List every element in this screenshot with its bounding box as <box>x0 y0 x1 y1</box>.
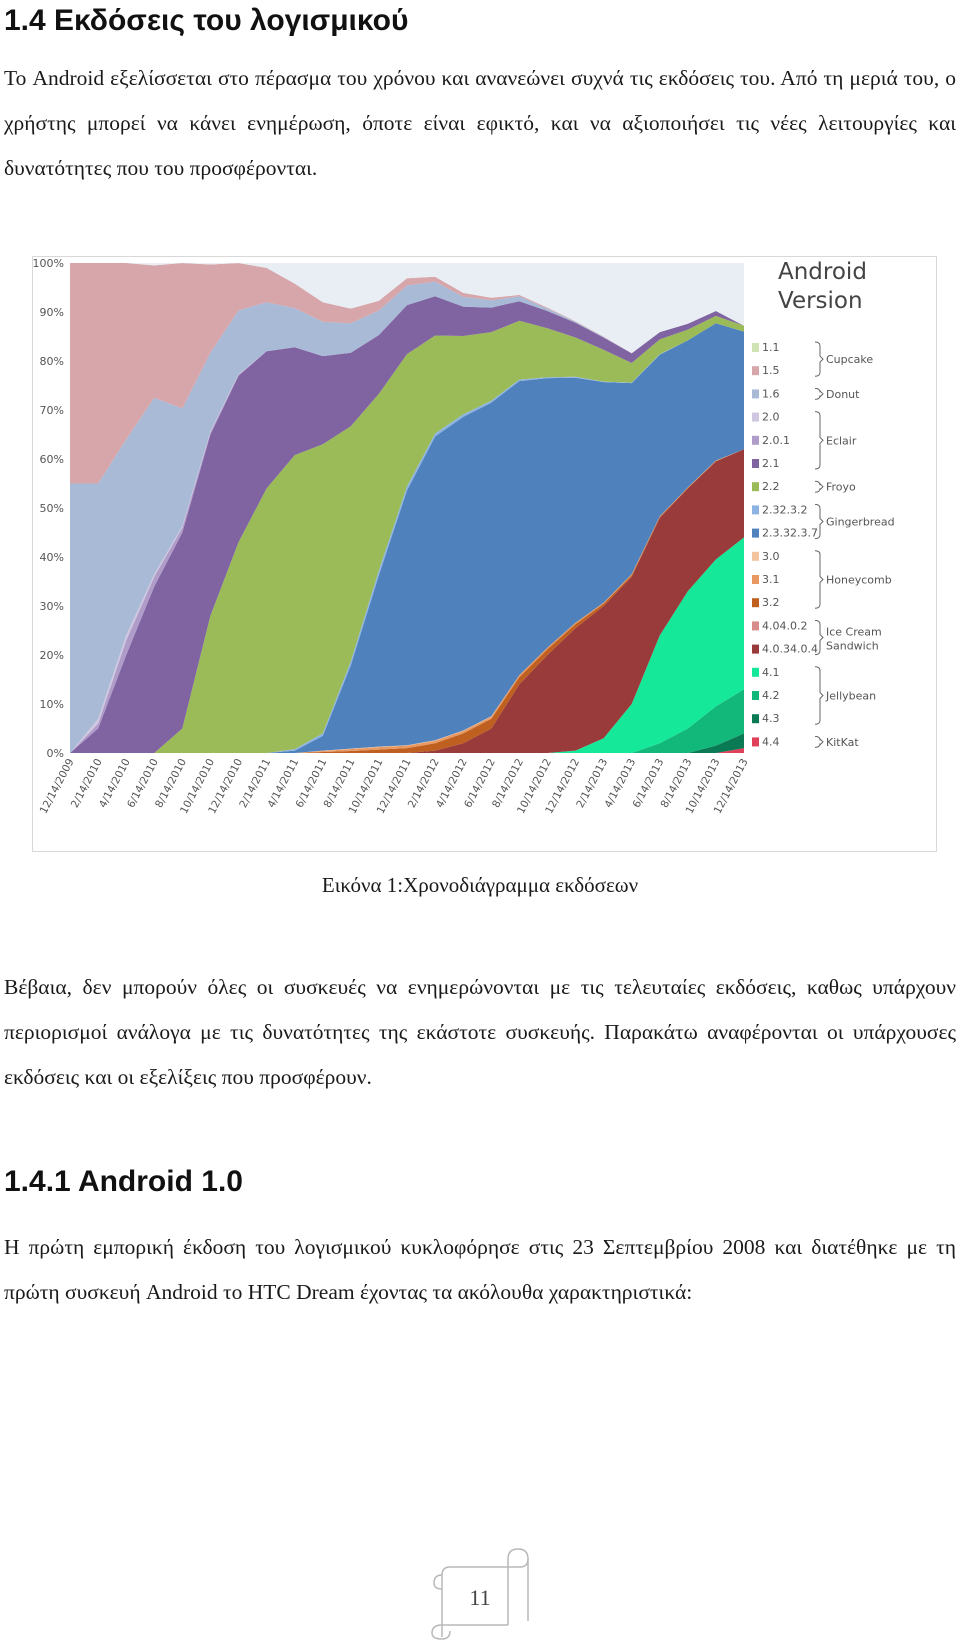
legend-swatch <box>752 714 759 724</box>
legend-swatch <box>752 505 759 515</box>
legend-group-label: Jellybean <box>825 690 876 703</box>
y-tick-label: 60% <box>40 453 64 466</box>
legend-group-brace <box>814 503 824 540</box>
y-tick-label: 10% <box>40 698 64 711</box>
android-version-chart: 0% 10% 20% 30% 40% 50% 60% 70% 80% 90% 100% 12/14/2… <box>32 256 937 852</box>
legend-label: 3.1 <box>762 573 780 586</box>
legend-group-label: Cupcake <box>826 353 873 366</box>
area-series-1-5 <box>70 263 744 484</box>
legend-swatch <box>752 667 759 677</box>
y-tick-label: 70% <box>40 404 64 417</box>
legend-swatch <box>752 621 759 631</box>
legend-swatch <box>752 459 759 468</box>
intro-paragraph: Το Android εξελίσσεται στο πέρασμα του χ… <box>4 66 956 180</box>
legend-label: 1.6 <box>762 387 780 400</box>
y-tick-label: 20% <box>40 649 64 662</box>
legend-group-label: Ice Cream <box>826 626 882 639</box>
legend-swatch <box>752 575 759 584</box>
legend-group-brace <box>814 550 824 609</box>
legend-group-brace <box>814 387 824 400</box>
legend-label: 2.3.32.3.7 <box>762 527 818 540</box>
legend-swatch <box>752 528 759 538</box>
area-series-4-1 <box>70 537 744 753</box>
legend-label: 2.32.3.2 <box>762 503 807 516</box>
legend-group-label: Donut <box>826 388 860 401</box>
legend-group-brace <box>814 666 824 725</box>
legend-label: 3.2 <box>762 596 780 609</box>
area-series-2-3-3-2-3-7 <box>70 323 744 753</box>
page-number-scroll: 11 <box>420 1545 540 1640</box>
y-tick-label: 30% <box>40 600 64 613</box>
scroll-icon <box>431 1548 529 1640</box>
legend-group-brace <box>814 341 824 377</box>
chart-title-line: Version <box>778 288 863 314</box>
y-tick-label: 40% <box>40 551 64 564</box>
x-tick-label: 12/14/2009 <box>38 757 77 816</box>
legend-label: 4.04.0.2 <box>762 619 807 632</box>
legend-label: 2.1 <box>762 457 780 470</box>
legend-label: 4.4 <box>762 735 780 748</box>
legend-label: 2.0.1 <box>762 434 790 447</box>
legend-group-label: Froyo <box>826 481 856 494</box>
legend-swatch <box>752 737 759 747</box>
legend-label: 1.1 <box>762 341 780 354</box>
area-series-2-1 <box>70 296 744 753</box>
y-tick-label: 0% <box>47 747 64 760</box>
legend-label: 2.0 <box>762 411 780 424</box>
legend-group-brace <box>814 411 824 470</box>
legend-label: 3.0 <box>762 550 780 563</box>
legend-swatch <box>752 691 759 700</box>
area-series-2-2 <box>70 315 744 753</box>
legend-label: 4.2 <box>762 689 780 702</box>
page-number: 11 <box>469 1585 491 1610</box>
section-title: 1.4 Εκδόσεις του λογισμικού <box>4 4 409 37</box>
area-series-4-2 <box>70 689 744 753</box>
legend-swatch <box>752 366 759 376</box>
y-tick-label: 80% <box>40 355 64 368</box>
body-paragraph: Βέβαια, δεν μπορούν όλες οι συσκευές να … <box>4 975 956 1089</box>
legend-group-label: KitKat <box>826 736 859 749</box>
legend-group-label: Eclair <box>826 434 857 447</box>
subsection-paragraph: Η πρώτη εμπορική έκδοση του λογισμικού κ… <box>4 1235 956 1304</box>
chart-svg: 0% 10% 20% 30% 40% 50% 60% 70% 80% 90% 100% 12/14/2… <box>33 257 895 816</box>
area-remainder <box>70 263 744 354</box>
chart-title-line: Android <box>778 259 867 285</box>
legend-swatch <box>752 598 759 608</box>
legend-group-label: Sandwich <box>826 640 879 653</box>
legend-group-brace <box>814 480 824 493</box>
legend-label: 4.1 <box>762 666 780 679</box>
y-tick-label: 90% <box>40 306 64 319</box>
area-series-4-0-3-4-0-4 <box>70 449 744 753</box>
figure-caption: Εικόνα 1:Χρονοδιάγραμμα εκδόσεων <box>321 873 639 897</box>
legend-swatch <box>752 412 759 422</box>
y-tick-label: 50% <box>40 502 64 515</box>
legend-swatch <box>752 644 759 654</box>
legend-swatch <box>752 389 759 399</box>
legend-group-label: Honeycomb <box>826 574 892 587</box>
legend-group-brace <box>814 619 824 656</box>
legend-label: 2.2 <box>762 480 780 493</box>
legend-group-brace <box>814 735 824 748</box>
legend-label: 4.0.34.0.4 <box>762 643 818 656</box>
legend-label: 4.3 <box>762 712 780 725</box>
legend-swatch <box>752 482 759 492</box>
legend-label: 1.5 <box>762 364 780 377</box>
subsection-title: 1.4.1 Android 1.0 <box>4 1165 243 1198</box>
legend-swatch <box>752 343 759 352</box>
y-tick-label: 100% <box>33 257 64 270</box>
legend-group-label: Gingerbread <box>826 516 895 529</box>
legend-swatch <box>752 551 759 561</box>
legend-swatch <box>752 435 759 445</box>
